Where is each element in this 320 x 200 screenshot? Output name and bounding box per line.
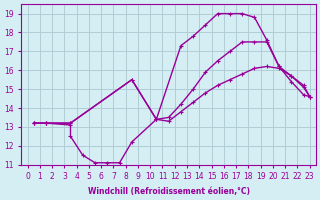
- X-axis label: Windchill (Refroidissement éolien,°C): Windchill (Refroidissement éolien,°C): [88, 187, 250, 196]
